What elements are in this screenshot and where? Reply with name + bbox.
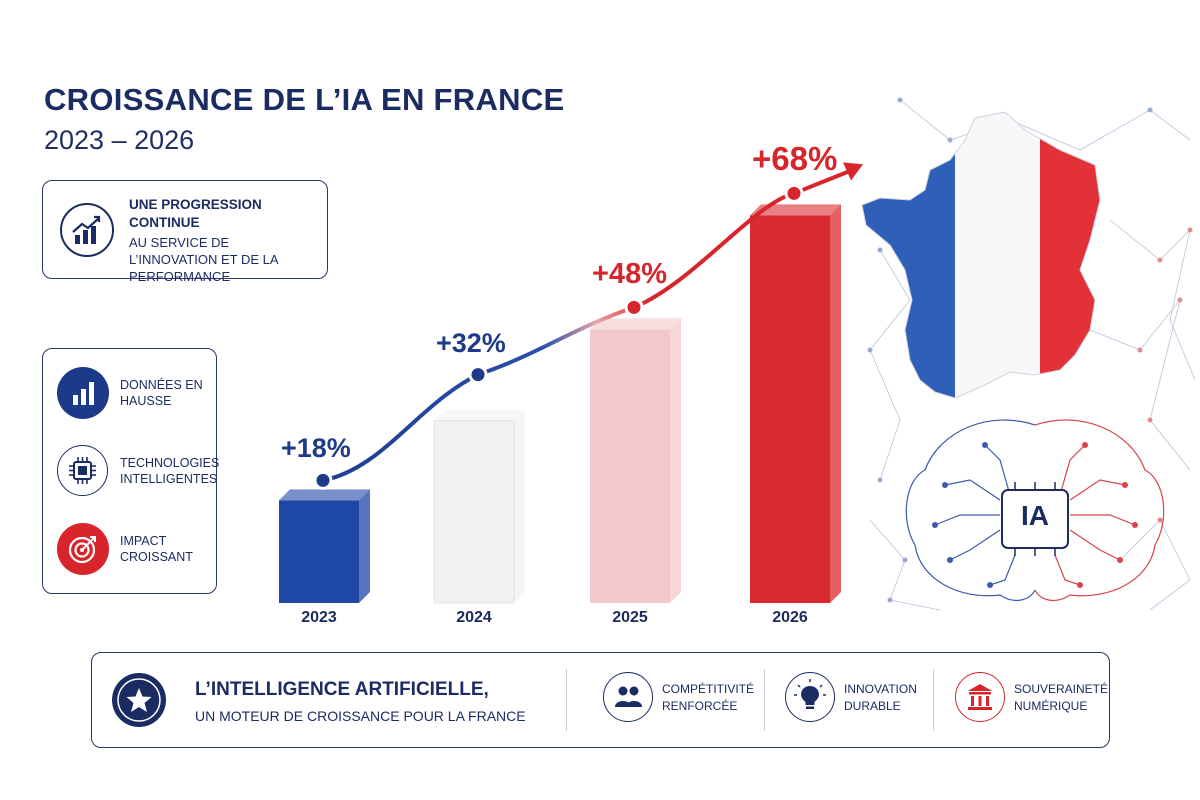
divider: [764, 669, 765, 731]
bar-2024: [433, 420, 515, 604]
x-tick-label: 2024: [456, 609, 492, 626]
data-label: +48%: [592, 258, 667, 291]
divider: [566, 669, 567, 731]
feature-label: IMPACT CROISSANT: [120, 534, 193, 564]
bar-top-2026: [750, 204, 841, 216]
features-card: DONNÉES EN HAUSSE TECHNOLOGIES INTELLIGE…: [42, 348, 219, 594]
trend-point: [784, 183, 804, 203]
trend-point: [313, 470, 333, 490]
feature-smart-tech: TECHNOLOGIES INTELLIGENTES: [57, 445, 219, 501]
footer-item-sovereignty: SOUVERAINETÉ NUMÉRIQUE: [955, 672, 1115, 728]
trend-point: [624, 297, 644, 317]
page-subtitle: 2023 – 2026: [44, 125, 195, 155]
bar-top-2023: [279, 489, 370, 501]
bar-2023: [279, 500, 359, 603]
feature-data-rising: DONNÉES EN HAUSSE: [57, 367, 212, 423]
bar-side-2025: [670, 318, 681, 603]
star-icon: [112, 673, 166, 727]
bar-2026: [750, 215, 830, 603]
brain-network-icon: [905, 419, 1165, 602]
bar-top-2024: [434, 409, 525, 421]
progression-title: UNE PROGRESSION CONTINUE: [129, 197, 262, 230]
trend-line: [321, 169, 851, 483]
data-label: +68%: [752, 140, 838, 178]
bar-top-2025: [590, 318, 681, 330]
france-map-illustration: [861, 97, 1196, 611]
bar-side-2024: [514, 409, 525, 603]
data-label: +32%: [436, 327, 506, 358]
bar-2025: [590, 329, 670, 603]
bar-chart-icon: [57, 367, 109, 419]
trend-point: [468, 365, 488, 385]
ia-chip-label: IA: [1021, 500, 1049, 531]
data-label: +18%: [281, 433, 351, 464]
footer-item-innovation: INNOVATION DURABLE: [785, 672, 945, 728]
x-tick-label: 2026: [772, 609, 808, 626]
feature-impact: IMPACT CROISSANT: [57, 523, 212, 579]
x-tick-label: 2025: [612, 609, 648, 626]
bar-side-2023: [359, 489, 370, 603]
feature-label: TECHNOLOGIES INTELLIGENTES: [120, 456, 220, 486]
footer-title: L’INTELLIGENCE ARTIFICIELLE,: [195, 679, 489, 700]
lightbulb-icon: [785, 672, 835, 722]
divider: [933, 669, 934, 731]
x-tick-label: 2023: [301, 609, 337, 626]
footer-item-label: COMPÉTITIVITÉ RENFORCÉE: [662, 682, 755, 713]
progression-card: UNE PROGRESSION CONTINUE AU SERVICE DE L…: [42, 180, 328, 284]
progression-subtitle: AU SERVICE DE L’INNOVATION ET DE LA PERF…: [129, 235, 278, 284]
institution-icon: [955, 672, 1005, 722]
chip-icon: [57, 445, 108, 496]
footer-item-label: INNOVATION DURABLE: [844, 682, 917, 713]
footer-item-label: SOUVERAINETÉ NUMÉRIQUE: [1014, 682, 1109, 713]
footer-subtitle: UN MOTEUR DE CROISSANCE POUR LA FRANCE: [195, 708, 526, 724]
people-icon: [603, 672, 653, 722]
target-icon: [57, 523, 109, 575]
feature-label: DONNÉES EN HAUSSE: [120, 378, 203, 408]
footer-item-competitiveness: COMPÉTITIVITÉ RENFORCÉE: [603, 672, 763, 728]
footer-card: L’INTELLIGENCE ARTIFICIELLE, UN MOTEUR D…: [91, 652, 1110, 748]
bar-side-2026: [830, 204, 841, 603]
growth-chart-icon: [60, 203, 114, 257]
page-title: CROISSANCE DE L’IA EN FRANCE: [44, 82, 565, 117]
